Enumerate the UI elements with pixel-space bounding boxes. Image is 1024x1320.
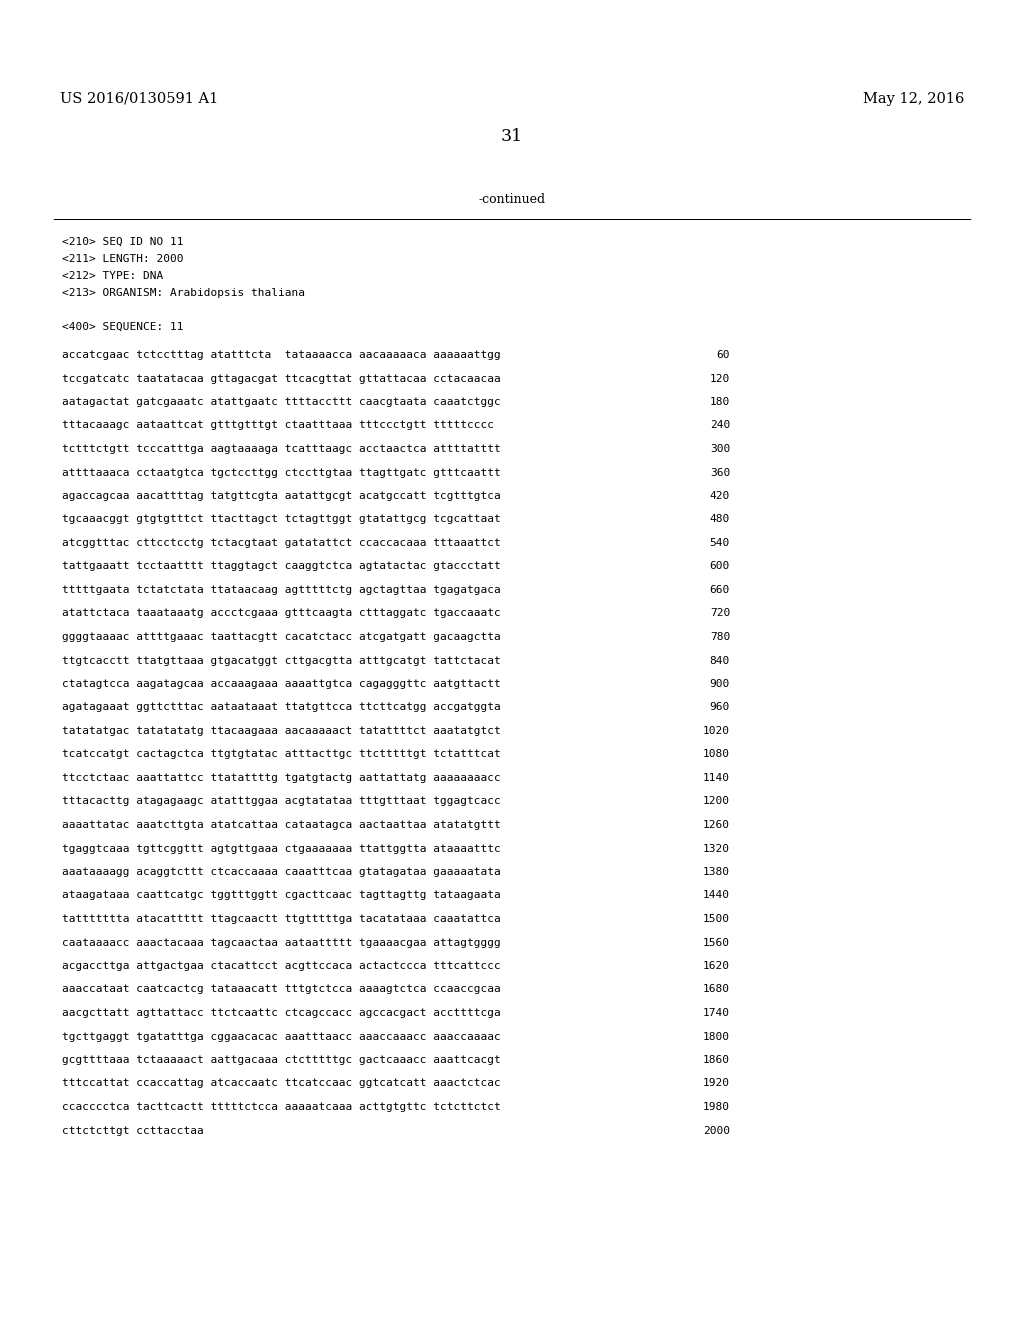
Text: tcatccatgt cactagctca ttgtgtatac atttacttgc ttctttttgt tctatttcat: tcatccatgt cactagctca ttgtgtatac atttact… (62, 750, 501, 759)
Text: tatatatgac tatatatatg ttacaagaaa aacaaaaact tatattttct aaatatgtct: tatatatgac tatatatatg ttacaagaaa aacaaaa… (62, 726, 501, 737)
Text: tgcaaacggt gtgtgtttct ttacttagct tctagttggt gtatattgcg tcgcattaat: tgcaaacggt gtgtgtttct ttacttagct tctagtt… (62, 515, 501, 524)
Text: gcgttttaaa tctaaaaact aattgacaaa ctctttttgc gactcaaacc aaattcacgt: gcgttttaaa tctaaaaact aattgacaaa ctctttt… (62, 1055, 501, 1065)
Text: 1500: 1500 (703, 913, 730, 924)
Text: 300: 300 (710, 444, 730, 454)
Text: 1980: 1980 (703, 1102, 730, 1111)
Text: tccgatcatc taatatacaa gttagacgat ttcacgttat gttattacaa cctacaacaa: tccgatcatc taatatacaa gttagacgat ttcacgt… (62, 374, 501, 384)
Text: 1260: 1260 (703, 820, 730, 830)
Text: 660: 660 (710, 585, 730, 595)
Text: ttgtcacctt ttatgttaaa gtgacatggt cttgacgtta atttgcatgt tattctacat: ttgtcacctt ttatgttaaa gtgacatggt cttgacg… (62, 656, 501, 665)
Text: tctttctgtt tcccatttga aagtaaaaga tcatttaagc acctaactca attttatttt: tctttctgtt tcccatttga aagtaaaaga tcattta… (62, 444, 501, 454)
Text: aaaattatac aaatcttgta atatcattaa cataatagca aactaattaa atatatgttt: aaaattatac aaatcttgta atatcattaa cataata… (62, 820, 501, 830)
Text: 600: 600 (710, 561, 730, 572)
Text: 840: 840 (710, 656, 730, 665)
Text: 1680: 1680 (703, 985, 730, 994)
Text: 1020: 1020 (703, 726, 730, 737)
Text: 420: 420 (710, 491, 730, 502)
Text: 1080: 1080 (703, 750, 730, 759)
Text: acgaccttga attgactgaa ctacattcct acgttccaca actactccca tttcattccc: acgaccttga attgactgaa ctacattcct acgttcc… (62, 961, 501, 972)
Text: US 2016/0130591 A1: US 2016/0130591 A1 (60, 92, 218, 106)
Text: 1440: 1440 (703, 891, 730, 900)
Text: 120: 120 (710, 374, 730, 384)
Text: ggggtaaaac attttgaaac taattacgtt cacatctacc atcgatgatt gacaagctta: ggggtaaaac attttgaaac taattacgtt cacatct… (62, 632, 501, 642)
Text: ccacccctca tacttcactt tttttctcca aaaaatcaaa acttgtgttc tctcttctct: ccacccctca tacttcactt tttttctcca aaaaatc… (62, 1102, 501, 1111)
Text: 1560: 1560 (703, 937, 730, 948)
Text: 1320: 1320 (703, 843, 730, 854)
Text: aaataaaagg acaggtcttt ctcaccaaaa caaatttcaa gtatagataa gaaaaatata: aaataaaagg acaggtcttt ctcaccaaaa caaattt… (62, 867, 501, 876)
Text: 960: 960 (710, 702, 730, 713)
Text: 1380: 1380 (703, 867, 730, 876)
Text: 240: 240 (710, 421, 730, 430)
Text: atattctaca taaataaatg accctcgaaa gtttcaagta ctttaggatc tgaccaaatc: atattctaca taaataaatg accctcgaaa gtttcaa… (62, 609, 501, 619)
Text: <212> TYPE: DNA: <212> TYPE: DNA (62, 271, 163, 281)
Text: ataagataaa caattcatgc tggtttggtt cgacttcaac tagttagttg tataagaata: ataagataaa caattcatgc tggtttggtt cgacttc… (62, 891, 501, 900)
Text: 540: 540 (710, 539, 730, 548)
Text: tttttgaata tctatctata ttataacaag agtttttctg agctagttaa tgagatgaca: tttttgaata tctatctata ttataacaag agttttt… (62, 585, 501, 595)
Text: tgcttgaggt tgatatttga cggaacacac aaatttaacc aaaccaaacc aaaccaaaac: tgcttgaggt tgatatttga cggaacacac aaattta… (62, 1031, 501, 1041)
Text: tgaggtcaaa tgttcggttt agtgttgaaa ctgaaaaaaa ttattggtta ataaaatttc: tgaggtcaaa tgttcggttt agtgttgaaa ctgaaaa… (62, 843, 501, 854)
Text: 1800: 1800 (703, 1031, 730, 1041)
Text: <400> SEQUENCE: 11: <400> SEQUENCE: 11 (62, 322, 183, 333)
Text: tattttttta atacattttt ttagcaactt ttgtttttga tacatataaa caaatattca: tattttttta atacattttt ttagcaactt ttgtttt… (62, 913, 501, 924)
Text: tttacaaagc aataattcat gtttgtttgt ctaatttaaa tttccctgtt tttttcccc: tttacaaagc aataattcat gtttgtttgt ctaattt… (62, 421, 494, 430)
Text: <213> ORGANISM: Arabidopsis thaliana: <213> ORGANISM: Arabidopsis thaliana (62, 288, 305, 298)
Text: 180: 180 (710, 397, 730, 407)
Text: 1200: 1200 (703, 796, 730, 807)
Text: 780: 780 (710, 632, 730, 642)
Text: 1740: 1740 (703, 1008, 730, 1018)
Text: 1860: 1860 (703, 1055, 730, 1065)
Text: 480: 480 (710, 515, 730, 524)
Text: attttaaaca cctaatgtca tgctccttgg ctccttgtaa ttagttgatc gtttcaattt: attttaaaca cctaatgtca tgctccttgg ctccttg… (62, 467, 501, 478)
Text: 1620: 1620 (703, 961, 730, 972)
Text: 900: 900 (710, 678, 730, 689)
Text: <210> SEQ ID NO 11: <210> SEQ ID NO 11 (62, 238, 183, 247)
Text: 2000: 2000 (703, 1126, 730, 1135)
Text: -continued: -continued (478, 193, 546, 206)
Text: tttccattat ccaccattag atcaccaatc ttcatccaac ggtcatcatt aaactctcac: tttccattat ccaccattag atcaccaatc ttcatcc… (62, 1078, 501, 1089)
Text: aaaccataat caatcactcg tataaacatt tttgtctcca aaaagtctca ccaaccgcaa: aaaccataat caatcactcg tataaacatt tttgtct… (62, 985, 501, 994)
Text: atcggtttac cttcctcctg tctacgtaat gatatattct ccaccacaaa tttaaattct: atcggtttac cttcctcctg tctacgtaat gatatat… (62, 539, 501, 548)
Text: May 12, 2016: May 12, 2016 (862, 92, 964, 106)
Text: 720: 720 (710, 609, 730, 619)
Text: ttcctctaac aaattattcc ttatattttg tgatgtactg aattattatg aaaaaaaacc: ttcctctaac aaattattcc ttatattttg tgatgta… (62, 774, 501, 783)
Text: ctatagtcca aagatagcaa accaaagaaa aaaattgtca cagagggttc aatgttactt: ctatagtcca aagatagcaa accaaagaaa aaaattg… (62, 678, 501, 689)
Text: accatcgaac tctcctttag atatttcta  tataaaacca aacaaaaaca aaaaaattgg: accatcgaac tctcctttag atatttcta tataaaac… (62, 350, 501, 360)
Text: 60: 60 (717, 350, 730, 360)
Text: aatagactat gatcgaaatc atattgaatc ttttaccttt caacgtaata caaatctggc: aatagactat gatcgaaatc atattgaatc ttttacc… (62, 397, 501, 407)
Text: tttacacttg atagagaagc atatttggaa acgtatataa tttgtttaat tggagtcacc: tttacacttg atagagaagc atatttggaa acgtata… (62, 796, 501, 807)
Text: 360: 360 (710, 467, 730, 478)
Text: 1140: 1140 (703, 774, 730, 783)
Text: cttctcttgt ccttacctaa: cttctcttgt ccttacctaa (62, 1126, 204, 1135)
Text: caataaaacc aaactacaaa tagcaactaa aataattttt tgaaaacgaa attagtgggg: caataaaacc aaactacaaa tagcaactaa aataatt… (62, 937, 501, 948)
Text: 1920: 1920 (703, 1078, 730, 1089)
Text: 31: 31 (501, 128, 523, 145)
Text: agaccagcaa aacattttag tatgttcgta aatattgcgt acatgccatt tcgtttgtca: agaccagcaa aacattttag tatgttcgta aatattg… (62, 491, 501, 502)
Text: <211> LENGTH: 2000: <211> LENGTH: 2000 (62, 253, 183, 264)
Text: aacgcttatt agttattacc ttctcaattc ctcagccacc agccacgact accttttcga: aacgcttatt agttattacc ttctcaattc ctcagcc… (62, 1008, 501, 1018)
Text: agatagaaat ggttctttac aataataaat ttatgttcca ttcttcatgg accgatggta: agatagaaat ggttctttac aataataaat ttatgtt… (62, 702, 501, 713)
Text: tattgaaatt tcctaatttt ttaggtagct caaggtctca agtatactac gtaccctatt: tattgaaatt tcctaatttt ttaggtagct caaggtc… (62, 561, 501, 572)
